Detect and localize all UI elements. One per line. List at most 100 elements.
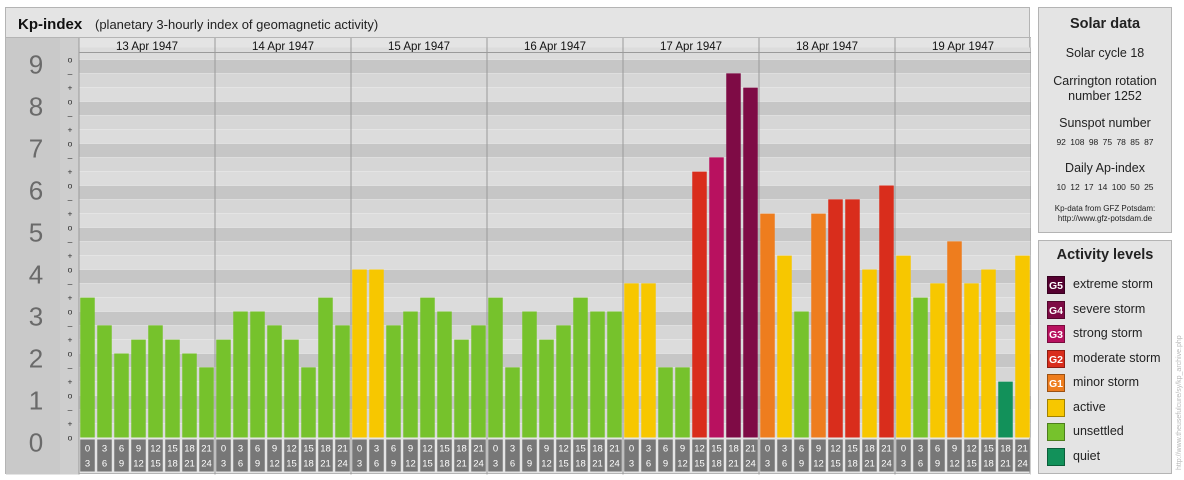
hour-box <box>199 439 214 472</box>
hour-end-label: 9 <box>119 459 124 470</box>
activity-levels-title: Activity levels <box>1056 247 1154 263</box>
kp-band <box>79 255 1031 270</box>
kp-band <box>79 59 1031 74</box>
hour-end-label: 21 <box>592 459 603 470</box>
hour-end-label: 9 <box>527 459 532 470</box>
day-label: 19 Apr 1947 <box>932 41 994 53</box>
hour-start-label: 18 <box>592 444 603 455</box>
hour-start-label: 21 <box>609 444 620 455</box>
kp-bar <box>964 283 979 438</box>
hour-box <box>97 439 112 472</box>
hour-box <box>488 439 503 472</box>
kp-bar <box>641 283 656 438</box>
hour-end-label: 9 <box>391 459 396 470</box>
hour-end-label: 18 <box>983 459 994 470</box>
hour-start-label: 21 <box>1017 444 1028 455</box>
kp-bar <box>403 311 418 438</box>
hour-end-label: 18 <box>303 459 314 470</box>
hour-box <box>352 439 367 472</box>
hour-box <box>811 439 826 472</box>
hour-box <box>233 439 248 472</box>
kp-band <box>79 409 1031 424</box>
legend-label: unsettled <box>1073 424 1124 438</box>
hour-box <box>471 439 486 472</box>
y-minor-tick-label: o <box>68 55 73 65</box>
kp-bar <box>505 367 520 438</box>
hour-box <box>335 439 350 472</box>
hour-start-label: 12 <box>422 444 433 455</box>
kp-bar-chart: 13 Apr 1947 14 Apr 1947 15 Apr 1947 16 Apr … <box>6 37 1031 475</box>
hour-end-label: 15 <box>558 459 569 470</box>
hour-start-label: 0 <box>493 444 498 455</box>
hour-start-label: 12 <box>558 444 569 455</box>
hour-end-label: 21 <box>1000 459 1011 470</box>
hour-start-label: 0 <box>901 444 906 455</box>
y-minor-tick-label: o <box>68 139 73 149</box>
hour-start-label: 21 <box>473 444 484 455</box>
kp-bar <box>165 339 180 438</box>
kp-bar <box>301 367 316 438</box>
hour-box <box>80 439 95 472</box>
kp-bar <box>352 269 367 438</box>
kp-bar <box>131 339 146 438</box>
hour-box <box>165 439 180 472</box>
hour-start-label: 21 <box>201 444 212 455</box>
hour-box <box>403 439 418 472</box>
legend-label: strong storm <box>1073 326 1143 340</box>
hour-end-label: 6 <box>782 459 787 470</box>
kp-bar <box>454 339 469 438</box>
kp-bar <box>726 73 741 438</box>
kp-bar <box>692 171 707 438</box>
kp-bar <box>777 255 792 438</box>
kp-band <box>79 283 1031 298</box>
solar-data-panel: Solar data Solar cycle 18 Carrington rot… <box>1038 7 1172 233</box>
legend-label: active <box>1073 399 1106 414</box>
hour-end-label: 9 <box>935 459 940 470</box>
kp-band <box>79 213 1031 228</box>
y-minor-tick-label: + <box>68 209 73 219</box>
y-minor-tick-label: – <box>68 405 73 415</box>
hour-start-label: 12 <box>286 444 297 455</box>
hour-start-label: 15 <box>847 444 858 455</box>
y-minor-tick-label: – <box>68 111 73 121</box>
hour-end-label: 24 <box>881 459 892 470</box>
kp-band <box>79 143 1031 158</box>
legend-swatch-g3: G3 <box>1047 325 1065 343</box>
kp-bar <box>420 297 435 438</box>
kp-bar <box>284 339 299 438</box>
kp-band <box>79 73 1031 88</box>
kp-bar <box>182 353 197 438</box>
daily-ap-values: 10 12 17 14 100 50 25 <box>1056 182 1154 192</box>
hour-end-label: 3 <box>493 459 498 470</box>
y-minor-tick-label: + <box>68 293 73 303</box>
hour-box <box>148 439 163 472</box>
y-minor-tick-label: o <box>68 97 73 107</box>
hour-start-label: 6 <box>255 444 260 455</box>
hour-start-label: 9 <box>816 444 821 455</box>
hour-start-label: 9 <box>544 444 549 455</box>
kp-bar <box>471 325 486 438</box>
kp-band <box>79 227 1031 242</box>
kp-bar <box>862 269 877 438</box>
hour-start-label: 6 <box>527 444 532 455</box>
y-minor-tick-label: + <box>68 335 73 345</box>
hour-box <box>862 439 877 472</box>
kp-band <box>79 129 1031 144</box>
hour-start-label: 6 <box>799 444 804 455</box>
hour-end-label: 24 <box>337 459 348 470</box>
hour-box <box>573 439 588 472</box>
kp-band <box>79 423 1031 438</box>
hour-start-label: 15 <box>167 444 178 455</box>
sunspot-number-title: Sunspot number <box>1059 116 1151 130</box>
hour-box <box>777 439 792 472</box>
hour-start-label: 9 <box>680 444 685 455</box>
hour-box <box>930 439 945 472</box>
hour-start-label: 21 <box>881 444 892 455</box>
kp-bar <box>148 325 163 438</box>
hour-box <box>641 439 656 472</box>
hour-box <box>250 439 265 472</box>
source-watermark: http://www.theusefulcure/sy/kp_archive.p… <box>1176 335 1183 470</box>
y-minor-tick-label: + <box>68 377 73 387</box>
kp-bar <box>335 325 350 438</box>
hour-start-label: 12 <box>694 444 705 455</box>
